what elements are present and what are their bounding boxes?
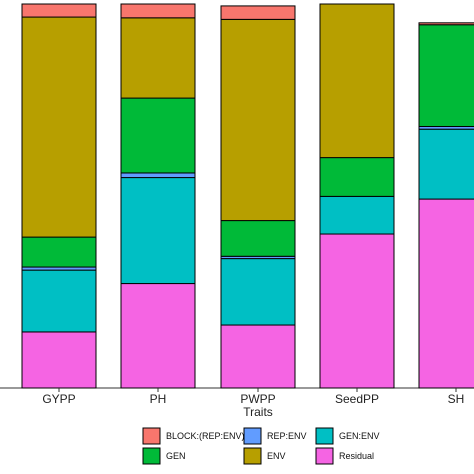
legend-label-gen-env: GEN:ENV xyxy=(339,431,380,441)
x-axis-title: Traits xyxy=(243,405,273,419)
legend-label-env: ENV xyxy=(267,451,286,461)
bar-segment-ph-env xyxy=(120,17,196,99)
x-tick-label-pwpp: PWPP xyxy=(240,392,275,406)
bar-segment-sh-residual xyxy=(418,198,474,389)
bar-segment-sh-block-rep-env xyxy=(418,22,474,26)
bar-segment-gypp-env xyxy=(21,16,97,238)
x-tick-label-gypp: GYPP xyxy=(42,392,75,406)
bar-segment-seedpp-env xyxy=(319,3,395,159)
bar-segment-ph-gen-env xyxy=(120,177,196,285)
bars-layer xyxy=(21,3,474,389)
bar-segment-seedpp-gen-env xyxy=(319,195,395,235)
legend-key-gen-env xyxy=(315,427,334,445)
legend-label-block-rep-env: BLOCK:(REP:ENV) xyxy=(166,431,245,441)
legend-label-gen: GEN xyxy=(166,451,186,461)
bar-segment-pwpp-gen-env xyxy=(220,258,296,326)
bar-segment-gypp-residual xyxy=(21,331,97,389)
x-tick-label-sh: SH xyxy=(448,392,465,406)
x-tick-label-ph: PH xyxy=(150,392,167,406)
bar-segment-sh-gen-env xyxy=(418,128,474,200)
legend-key-gen xyxy=(142,447,161,465)
bar-segment-sh-gen xyxy=(418,24,474,127)
bar-segment-pwpp-residual xyxy=(220,324,296,389)
bar-segment-ph-residual xyxy=(120,283,196,389)
legend: BLOCK:(REP:ENV) GEN REP:ENV ENV GEN:ENV Resid… xyxy=(142,427,380,465)
bar-segment-gypp-block-rep-env xyxy=(21,3,97,18)
legend-label-rep-env: REP:ENV xyxy=(267,431,307,441)
bar-segment-seedpp-residual xyxy=(319,233,395,389)
bar-segment-pwpp-gen xyxy=(220,220,296,257)
x-ticks: GYPP PH PWPP SeedPP SH xyxy=(42,388,464,406)
legend-label-residual: Residual xyxy=(339,451,374,461)
bar-segment-gypp-gen-env xyxy=(21,269,97,333)
legend-key-residual xyxy=(315,447,334,465)
bar-segment-pwpp-block-rep-env xyxy=(220,5,296,20)
bar-segment-ph-rep-env xyxy=(120,172,196,179)
x-tick-label-seedpp: SeedPP xyxy=(335,392,379,406)
legend-key-env xyxy=(243,447,262,465)
legend-key-block-rep-env xyxy=(142,427,161,445)
bar-segment-ph-gen xyxy=(120,97,196,174)
bar-segment-ph-block-rep-env xyxy=(120,3,196,19)
bar-segment-gypp-gen xyxy=(21,236,97,268)
bar-segment-seedpp-gen xyxy=(319,157,395,197)
bar-segment-pwpp-env xyxy=(220,18,296,222)
legend-key-rep-env xyxy=(243,427,262,445)
